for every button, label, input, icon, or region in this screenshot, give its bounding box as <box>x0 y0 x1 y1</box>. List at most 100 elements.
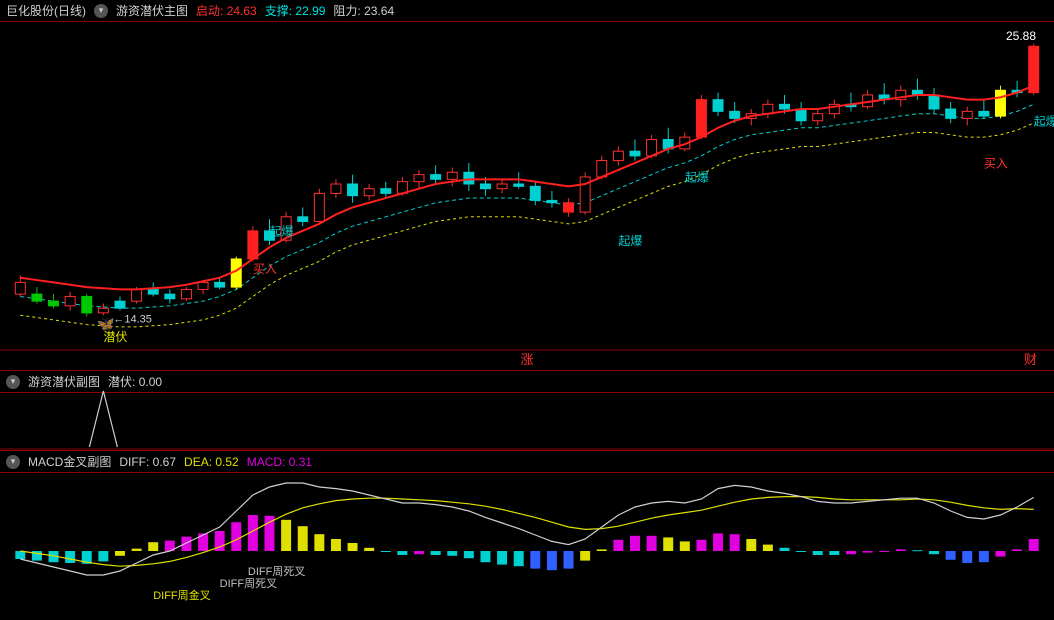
macd-bar <box>962 551 972 563</box>
macd-bar <box>381 551 391 552</box>
macd-bar <box>1012 549 1022 551</box>
candle <box>547 200 557 202</box>
candle <box>613 151 623 160</box>
candle <box>696 100 706 137</box>
candle <box>314 193 324 221</box>
candle <box>414 175 424 182</box>
macd-bar <box>65 551 75 563</box>
candle <box>248 231 258 259</box>
candle <box>730 111 740 118</box>
candle <box>713 100 723 112</box>
sub1-chart[interactable] <box>0 371 1054 451</box>
chart-annotation: 潜伏 <box>103 330 127 344</box>
candle <box>148 289 158 294</box>
macd-bar <box>863 551 873 553</box>
macd-chart[interactable]: DIFF周死叉 DIFF周金叉 DIFF周死叉 <box>0 451 1054 620</box>
macd-bar <box>480 551 490 562</box>
macd-bar <box>181 537 191 551</box>
macd-bar <box>713 533 723 551</box>
chart-annotation: 起爆 <box>1034 114 1054 128</box>
macd-bar <box>514 551 524 566</box>
candle <box>780 104 790 109</box>
macd-bar <box>829 551 839 555</box>
macd-bar <box>912 550 922 551</box>
candle <box>215 282 225 287</box>
candle <box>431 175 441 180</box>
macd-bar <box>547 551 557 570</box>
candle <box>132 289 142 301</box>
main-chart[interactable]: 潜伏买入起爆起爆起爆买入起爆25.88←14.35🦋涨财 <box>0 0 1054 370</box>
macd-bar <box>364 548 374 551</box>
macd-bar <box>680 541 690 551</box>
macd-annotation: DIFF周死叉 <box>220 577 277 590</box>
candle <box>115 301 125 308</box>
butterfly-icon: 🦋 <box>97 316 115 332</box>
macd-bar <box>746 539 756 551</box>
candle <box>364 189 374 196</box>
bottom-label-right: 财 <box>1024 352 1037 367</box>
chart-annotation: 买入 <box>984 157 1008 171</box>
candle <box>181 289 191 298</box>
candle <box>946 109 956 118</box>
macd-bar <box>630 536 640 551</box>
chart-annotation: 买入 <box>253 262 277 276</box>
macd-bar <box>231 522 241 551</box>
macd-bar <box>331 539 341 551</box>
candle <box>15 282 25 294</box>
macd-bar <box>946 551 956 560</box>
chart-annotation: 起爆 <box>685 171 709 185</box>
candle <box>381 189 391 194</box>
macd-bar <box>813 551 823 555</box>
chart-annotation: 起爆 <box>270 225 294 239</box>
macd-bar <box>995 551 1005 557</box>
macd-bar <box>647 536 657 551</box>
candle <box>447 172 457 179</box>
macd-bar <box>530 551 540 569</box>
candle <box>497 184 507 189</box>
macd-bar <box>314 534 324 551</box>
macd-bar <box>597 549 607 551</box>
macd-bar <box>780 548 790 551</box>
chart-annotation: 起爆 <box>618 234 642 248</box>
macd-bar <box>132 549 142 551</box>
candle <box>813 114 823 121</box>
macd-bar <box>497 551 507 565</box>
macd-bar <box>564 551 574 569</box>
macd-bar <box>15 551 25 559</box>
macd-bar <box>98 551 108 561</box>
macd-bar <box>730 534 740 551</box>
macd-bar <box>431 551 441 555</box>
candle <box>929 95 939 109</box>
candle <box>348 184 358 196</box>
candle <box>480 184 490 189</box>
bottom-label-center: 涨 <box>520 352 533 367</box>
macd-annotation: DIFF周死叉 <box>248 565 305 578</box>
macd-bar <box>613 540 623 551</box>
candle <box>198 282 208 289</box>
macd-bar <box>696 540 706 551</box>
macd-bar <box>464 551 474 558</box>
macd-bar <box>663 537 673 551</box>
candle <box>464 172 474 184</box>
candle <box>98 308 108 313</box>
candle <box>796 109 806 121</box>
macd-bar <box>447 551 457 556</box>
macd-bar <box>796 551 806 552</box>
candle <box>65 296 75 305</box>
candle <box>514 184 524 186</box>
macd-bar <box>929 551 939 554</box>
macd-bar <box>397 551 407 555</box>
macd-bar <box>298 526 308 551</box>
last-price-label: 25.88 <box>1006 29 1036 43</box>
macd-annotation: DIFF周金叉 <box>153 588 210 602</box>
macd-bar <box>414 551 424 554</box>
macd-bar <box>879 551 889 552</box>
macd-bar <box>281 520 291 551</box>
macd-bar <box>763 545 773 551</box>
macd-bar <box>1029 539 1039 551</box>
candle <box>979 111 989 116</box>
macd-bar <box>148 542 158 551</box>
candle <box>165 294 175 299</box>
candle <box>630 151 640 156</box>
candle <box>995 90 1005 116</box>
